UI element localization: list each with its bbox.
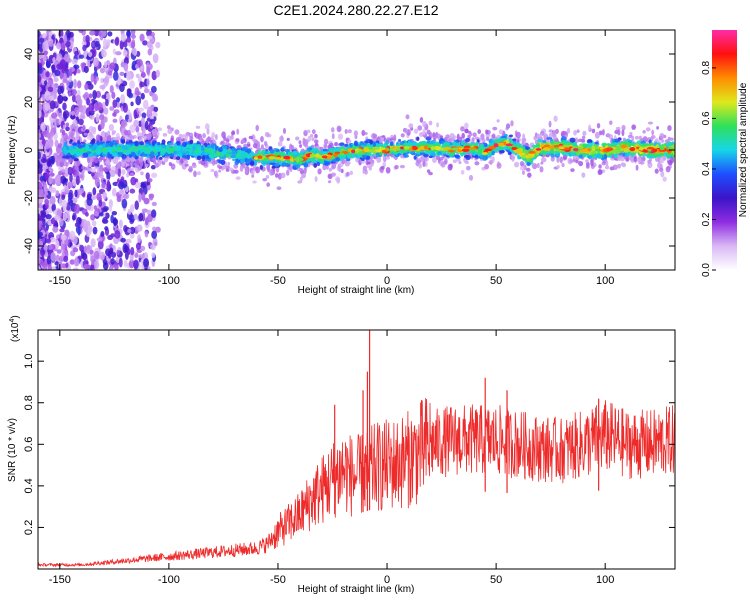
- snr-y-axis-label: SNR (10 * v/v): [7, 418, 18, 482]
- snr-x-axis-label: Height of straight line (km): [298, 584, 415, 595]
- colorbar-axis: 0.0 0.2 0.4 0.6 0.8: [701, 61, 716, 277]
- page-title: C2E1.2024.280.22.27.E12: [273, 2, 439, 18]
- spectrogram-x-tick-label: -50: [270, 275, 286, 287]
- spectrogram-x-axis-label: Height of straight line (km): [298, 285, 415, 296]
- spectrogram-y-tick-label: 0: [23, 147, 35, 153]
- snr-x-tick-label: 0: [384, 574, 390, 586]
- snr-x-tick-label: 50: [490, 574, 502, 586]
- snr-line: [38, 397, 675, 568]
- spectrogram-y-tick-label: 40: [23, 48, 35, 60]
- colorbar-tick-label: 0.2: [701, 212, 712, 226]
- spectrogram-y-tick-label: 20: [23, 96, 35, 108]
- snr-scale-factor: (x104): [9, 315, 21, 342]
- colorbar-tick-label: 0.0: [701, 263, 712, 277]
- colorbar: [712, 30, 737, 270]
- spectrogram-y-tick-label: -20: [23, 190, 35, 206]
- colorbar-tick-label: 0.6: [701, 111, 712, 125]
- snr-frame: [37, 329, 676, 570]
- spectrogram-y-tick-label: -40: [23, 238, 35, 254]
- colorbar-tick-label: 0.8: [701, 61, 712, 75]
- spectrogram-x-tick-label: 100: [596, 275, 614, 287]
- snr-y-tick-label: 0.2: [23, 520, 35, 535]
- snr-x-tick-label: 100: [596, 574, 614, 586]
- snr-y-tick-label: 1.0: [23, 354, 35, 369]
- spectrogram-x-tick-label: -150: [49, 275, 71, 287]
- snr-x-tick-label: -50: [270, 574, 286, 586]
- snr-x-tick-label: -150: [49, 574, 71, 586]
- spectrogram-y-axis-label: Frequency (Hz): [7, 116, 18, 185]
- snr-y-tick-label: 0.4: [23, 478, 35, 493]
- colorbar-label: Normalized spectral amplitude: [738, 82, 749, 217]
- spectrogram-x-tick-label: 50: [490, 275, 502, 287]
- snr-y-tick-label: 0.6: [23, 437, 35, 452]
- colorbar-tick-label: 0.4: [701, 162, 712, 176]
- snr-x-tick-label: -100: [158, 574, 180, 586]
- spectrogram-image: [38, 30, 675, 270]
- snr-axes: -150 -100 -50 0 50 100 0.2 0.4 0.6 0.8 1.0: [23, 330, 675, 586]
- spectrogram-axes: -150 -100 -50 0 50 100 -40 -20 0 20 40: [23, 30, 675, 287]
- spectrogram-x-tick-label: -100: [158, 275, 180, 287]
- snr-y-tick-label: 0.8: [23, 395, 35, 410]
- spectrogram-x-tick-label: 0: [384, 275, 390, 287]
- snr-series: [38, 330, 675, 568]
